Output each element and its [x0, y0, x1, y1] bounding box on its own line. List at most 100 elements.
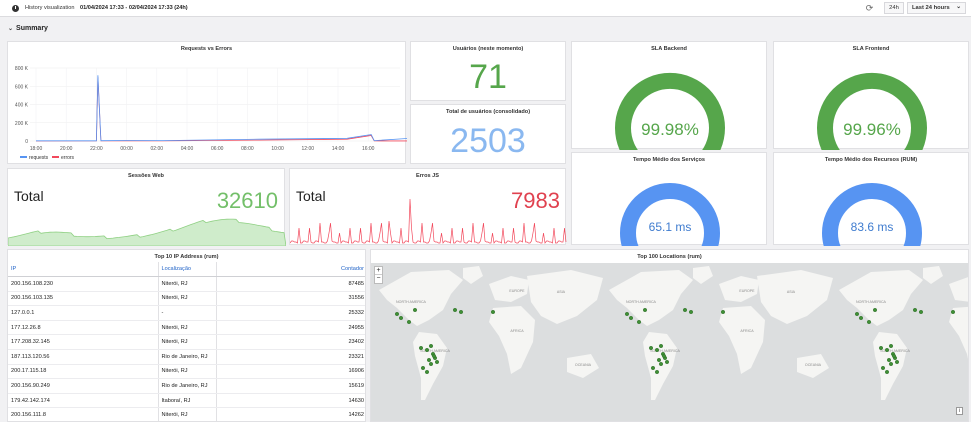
sessoes-sparkline: [8, 218, 286, 246]
continent-africa: [719, 306, 765, 374]
gauge-value: 65.1 ms: [649, 220, 692, 234]
tempo-recursos-gauge: 83.6 ms: [822, 183, 922, 246]
world-map[interactable]: NORTH AMERICA EUROPE ASIA AFRICA SOUTH AMERI…: [371, 250, 969, 422]
cell-ip: 200.156.108.230: [8, 276, 158, 292]
top-locations-panel: Top 100 Locations (rum) NORTH AMERICA EUR…: [370, 249, 969, 422]
location-marker: [892, 353, 897, 358]
location-marker: [429, 343, 434, 348]
location-marker: [399, 315, 404, 320]
summary-row-header[interactable]: ⌄ Summary: [8, 25, 48, 32]
location-marker: [889, 343, 894, 348]
cell-contador: 16906: [215, 364, 365, 380]
chevron-down-icon: ⌄: [8, 26, 14, 32]
cell-contador: 24955: [215, 320, 365, 336]
ip-table-wrap: IP Localização Contador 200.156.108.230 N…: [8, 262, 365, 421]
sla-frontend-panel: SLA Frontend 99.96%: [773, 41, 969, 150]
continent-greenland: [463, 266, 483, 284]
continent-asia: [527, 270, 603, 324]
cell-localizacao: Niterói, RJ: [157, 364, 216, 380]
map-label: NORTH AMERICA: [396, 300, 426, 304]
time-picker-label: Last 24 hours: [912, 5, 950, 11]
tempo-recursos-panel: Tempo Médio dos Recursos (RUM) 83.6 ms: [773, 152, 969, 246]
total-label: Total: [14, 188, 44, 204]
x-tick-label: 14:00: [332, 146, 345, 152]
location-marker: [659, 343, 664, 348]
continent-oceania: [797, 354, 829, 378]
table-row[interactable]: 200.156.103.135 Niterói, RJ 31556: [8, 291, 365, 307]
cell-ip: 187.113.120.56: [8, 349, 158, 365]
table-row[interactable]: 200.156.90.249 Rio de Janeiro, RJ 15619: [8, 378, 365, 394]
location-marker: [655, 369, 660, 374]
location-marker: [859, 315, 864, 320]
map-label: SOUTH AMERICA: [650, 349, 680, 353]
map-label: SOUTH AMERICA: [420, 349, 450, 353]
x-tick-label: 02:00: [151, 146, 164, 152]
location-marker: [637, 319, 642, 324]
table-row[interactable]: 187.113.120.56 Rio de Janeiro, RJ 23321: [8, 349, 365, 365]
map-label: EUROPE: [739, 289, 755, 293]
gauge-arc: [620, 183, 720, 246]
location-marker: [425, 369, 430, 374]
gauge-value: 99.98%: [641, 120, 699, 139]
location-marker: [887, 357, 892, 362]
location-marker: [867, 319, 872, 324]
panel-title: Erros JS: [415, 173, 439, 179]
location-marker: [419, 345, 424, 350]
continent-africa: [949, 306, 968, 359]
table-row[interactable]: 179.42.142.174 Itaboraí, RJ 14630: [8, 393, 365, 409]
erros-sparkline: [290, 198, 567, 244]
location-marker: [413, 308, 418, 313]
cell-localizacao: Rio de Janeiro, RJ: [157, 349, 216, 365]
column-header-ip[interactable]: IP: [8, 262, 158, 278]
cell-contador: 15619: [215, 378, 365, 394]
map-label: OCEANIA: [575, 363, 592, 367]
cell-ip: 177.208.32.145: [8, 334, 158, 351]
table-header-row: IP Localização Contador: [8, 262, 365, 278]
info-icon[interactable]: i: [956, 407, 963, 415]
table-row[interactable]: 177.208.32.145 Niterói, RJ 23402: [8, 334, 365, 351]
zoom-out-button[interactable]: −: [376, 275, 381, 282]
location-marker: [659, 361, 664, 366]
y-tick-label: 0: [25, 139, 28, 145]
x-tick-label: 16:00: [362, 146, 375, 152]
location-marker: [664, 359, 669, 364]
tempo-servicos-panel: Tempo Médio dos Serviços 65.1 ms: [571, 152, 767, 246]
cell-ip: 200.156.103.135: [8, 291, 158, 307]
zoom-in-button[interactable]: +: [375, 267, 382, 275]
location-marker: [881, 365, 886, 370]
usuarios-panel: Usuários (neste momento) 71: [410, 41, 566, 101]
panel-title: Top 100 Locations (rum): [637, 254, 702, 260]
location-marker: [894, 359, 899, 364]
table-row[interactable]: 200.17.115.18 Niterói, RJ 16906: [8, 364, 365, 380]
column-header-contador[interactable]: Contador: [215, 262, 365, 278]
refresh-icon[interactable]: ⟳: [865, 3, 874, 13]
legend-label: requests: [29, 155, 49, 161]
interval-24h-button[interactable]: 24h: [884, 2, 904, 14]
x-tick-label: 18:00: [30, 146, 43, 152]
cell-localizacao: Niterói, RJ: [157, 320, 216, 336]
map-label: AFRICA: [510, 329, 524, 333]
cell-ip: 200.156.111.8: [8, 407, 158, 421]
table-row[interactable]: 200.156.111.8 Niterói, RJ 14262: [8, 407, 365, 421]
location-marker: [682, 308, 687, 313]
table-row[interactable]: 200.156.108.230 Niterói, RJ 87485: [8, 276, 365, 292]
continent-europe: [719, 276, 759, 302]
x-tick-label: 00:00: [120, 146, 133, 152]
table-row[interactable]: 177.12.26.8 Niterói, RJ 24955: [8, 320, 365, 336]
y-tick-label: 200 K: [15, 121, 29, 127]
time-range-text: 01/04/2024 17:33 - 02/04/2024 17:33 (24h…: [80, 5, 188, 11]
map-label: NORTH AMERICA: [626, 300, 656, 304]
chevron-down-icon: ⌄: [956, 4, 961, 10]
location-marker: [649, 345, 654, 350]
sla-backend-gauge: 99.98%: [615, 73, 725, 150]
erros-value: 7983: [511, 188, 560, 213]
location-marker: [662, 353, 667, 358]
total-usuarios-panel: Total de usuários (consolidado) 2503: [410, 104, 566, 164]
table-row[interactable]: 127.0.0.1-25332: [8, 305, 365, 321]
continent-europe: [949, 277, 968, 302]
time-picker-button[interactable]: Last 24 hours ⌄: [907, 2, 966, 14]
column-header-localizacao[interactable]: Localização: [157, 262, 216, 278]
x-tick-label: 10:00: [271, 146, 284, 152]
location-marker: [879, 345, 884, 350]
map-label: AFRICA: [740, 329, 754, 333]
